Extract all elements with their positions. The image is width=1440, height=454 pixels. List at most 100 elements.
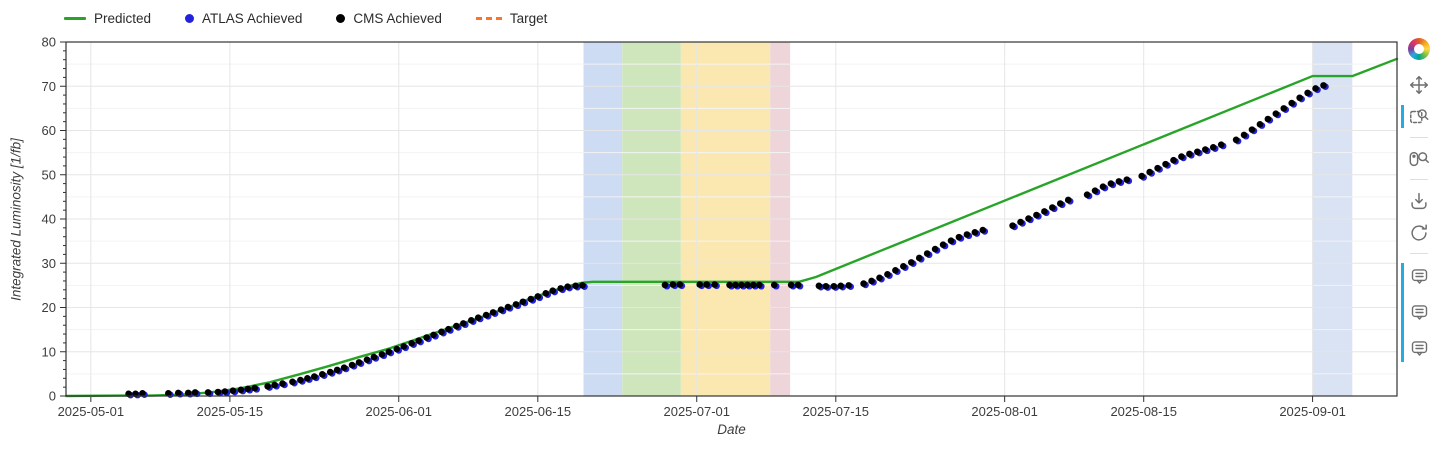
scatter-point: [1049, 204, 1056, 211]
legend-dot-swatch: [185, 13, 195, 23]
y-tick-label: 80: [42, 35, 56, 50]
scatter-point: [1123, 176, 1131, 183]
scatter-point: [1091, 187, 1099, 194]
scatter-point: [1209, 144, 1217, 151]
reset-tool-icon[interactable]: [1404, 219, 1434, 246]
scatter-point: [738, 281, 745, 289]
scatter-point: [1170, 156, 1177, 164]
scatter-point: [497, 306, 505, 314]
scatter-point: [1186, 150, 1193, 158]
scatter-point: [884, 271, 891, 278]
scatter-point: [467, 317, 475, 324]
scatter-point: [830, 282, 838, 290]
scatter-point: [251, 384, 259, 392]
scatter-point: [542, 290, 550, 297]
x-tick-label: 2025-05-01: [58, 404, 125, 419]
x-tick-label: 2025-05-15: [197, 404, 264, 419]
save-tool-icon[interactable]: [1404, 187, 1434, 214]
legend-dot-swatch: [336, 13, 346, 23]
scatter-point: [907, 259, 915, 266]
scatter-point: [1312, 85, 1319, 92]
scatter-point: [1248, 126, 1256, 133]
bokeh-logo[interactable]: [1408, 38, 1430, 60]
scatter-point: [711, 281, 718, 288]
y-tick-label: 60: [42, 123, 56, 138]
scatter-point: [333, 366, 341, 374]
scatter-point: [512, 301, 520, 308]
box-zoom-tool-icon[interactable]: [1404, 103, 1434, 130]
scatter-point: [489, 309, 497, 316]
scatter-point: [355, 359, 363, 366]
scatter-point: [221, 388, 229, 395]
scatter-point: [1033, 211, 1040, 219]
scatter-point: [527, 295, 535, 303]
scatter-point: [979, 226, 987, 234]
scatter-point: [378, 351, 386, 358]
scatter-point: [445, 325, 452, 333]
scatter-point: [430, 331, 437, 339]
scatter-point: [1162, 160, 1169, 168]
scatter-point: [955, 233, 963, 241]
scatter-point: [822, 282, 830, 290]
scatter-point: [931, 245, 939, 253]
scatter-point: [139, 390, 146, 397]
scatter-point: [204, 389, 212, 396]
scatter-point: [348, 361, 356, 369]
legend-item-cms-achieved: CMS Achieved: [336, 11, 442, 26]
toolbar: [1401, 38, 1437, 364]
pan-tool-icon[interactable]: [1404, 71, 1434, 98]
scatter-point: [963, 231, 971, 238]
scatter-point: [703, 281, 710, 288]
scatter-point: [1064, 196, 1072, 204]
scatter-point: [756, 281, 763, 289]
scatter-point: [1138, 172, 1146, 180]
y-tick-label: 20: [42, 300, 56, 315]
y-tick-label: 50: [42, 167, 56, 182]
scatter-point: [385, 348, 393, 356]
scatter-point: [1099, 183, 1107, 190]
legend-label: ATLAS Achieved: [202, 10, 303, 26]
scatter-point: [184, 389, 192, 397]
scatter-point: [787, 281, 795, 289]
scatter-point: [304, 375, 311, 382]
scatter-point: [363, 356, 371, 364]
toolbar-separator: [1410, 137, 1428, 138]
plot-frame: [65, 41, 1398, 397]
scatter-point: [423, 334, 430, 341]
scatter-point: [676, 281, 684, 288]
scatter-point: [340, 364, 348, 371]
scatter-point: [669, 281, 677, 288]
scatter-point: [845, 282, 853, 289]
scatter-point: [191, 389, 199, 396]
legend-line-swatch: [64, 16, 86, 20]
scatter-point: [393, 345, 401, 353]
cms-achieved-points: [125, 82, 1327, 398]
hover-tool-icon[interactable]: [1404, 335, 1434, 362]
scatter-point: [892, 267, 899, 274]
hover-tools-group: [1404, 261, 1434, 364]
legend-label: Predicted: [94, 10, 152, 26]
scatter-point: [868, 277, 875, 285]
scatter-point: [557, 285, 564, 292]
y-axis-label: Integrated Luminosity [1/fb]: [8, 138, 24, 301]
scatter-point: [311, 373, 318, 380]
legend-label: Target: [509, 10, 548, 26]
scatter-point: [1256, 121, 1264, 128]
scatter-point: [289, 378, 296, 386]
scatter-point: [794, 281, 802, 289]
scatter-point: [915, 254, 923, 262]
scatter-point: [770, 281, 778, 289]
x-tick-label: 2025-06-15: [505, 404, 572, 419]
y-tick-label: 0: [49, 389, 56, 404]
scatter-point: [1146, 168, 1153, 176]
wheel-zoom-tool-icon[interactable]: [1404, 145, 1434, 172]
hover-tool-icon[interactable]: [1404, 299, 1434, 326]
scatter-point: [408, 340, 415, 347]
scatter-point: [837, 282, 845, 290]
scatter-point: [1009, 222, 1016, 229]
x-tick-label: 2025-08-01: [971, 404, 1038, 419]
hover-tool-icon[interactable]: [1404, 263, 1434, 290]
toolbar-separator: [1410, 179, 1428, 180]
